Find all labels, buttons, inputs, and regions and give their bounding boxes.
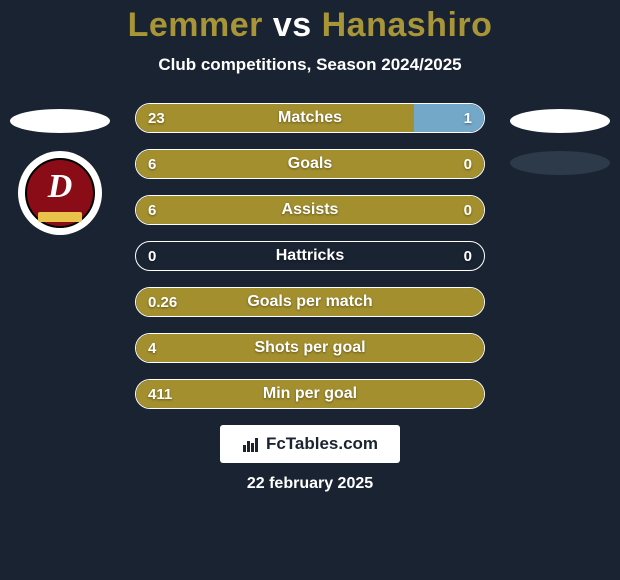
comparison-title: Lemmer vs Hanashiro <box>0 6 620 45</box>
stat-row: 411Min per goal <box>135 379 485 409</box>
stat-label: Matches <box>136 104 484 132</box>
site-name: FcTables.com <box>266 434 378 454</box>
stat-label: Min per goal <box>136 380 484 408</box>
stat-bars: 231Matches 60Goals 60Assists 00Hattricks 0.2… <box>135 103 485 409</box>
footer-date: 22 february 2025 <box>0 475 620 493</box>
comparison-content: D 231Matches 60Goals 60Assists 00Hattricks 0… <box>0 103 620 409</box>
stat-row: 00Hattricks <box>135 241 485 271</box>
stat-row: 231Matches <box>135 103 485 133</box>
placeholder-oval-icon <box>510 151 610 175</box>
placeholder-oval-icon <box>10 109 110 133</box>
placeholder-oval-icon <box>510 109 610 133</box>
right-club-column <box>500 103 620 193</box>
stat-row: 0.26Goals per match <box>135 287 485 317</box>
stat-row: 60Goals <box>135 149 485 179</box>
vs-label: vs <box>273 6 312 44</box>
subtitle: Club competitions, Season 2024/2025 <box>0 55 620 75</box>
club-badge-inner: D <box>25 158 95 228</box>
stat-row: 4Shots per goal <box>135 333 485 363</box>
club-badge-letter: D <box>48 170 73 204</box>
stat-label: Goals per match <box>136 288 484 316</box>
player1-name: Lemmer <box>128 6 263 44</box>
stat-label: Shots per goal <box>136 334 484 362</box>
stat-label: Goals <box>136 150 484 178</box>
site-logo: FcTables.com <box>220 425 400 463</box>
stat-label: Hattricks <box>136 242 484 270</box>
left-club-badge: D <box>18 151 102 235</box>
player2-name: Hanashiro <box>322 6 493 44</box>
stat-row: 60Assists <box>135 195 485 225</box>
stat-label: Assists <box>136 196 484 224</box>
bars-icon <box>242 435 262 453</box>
left-club-column: D <box>0 103 120 235</box>
